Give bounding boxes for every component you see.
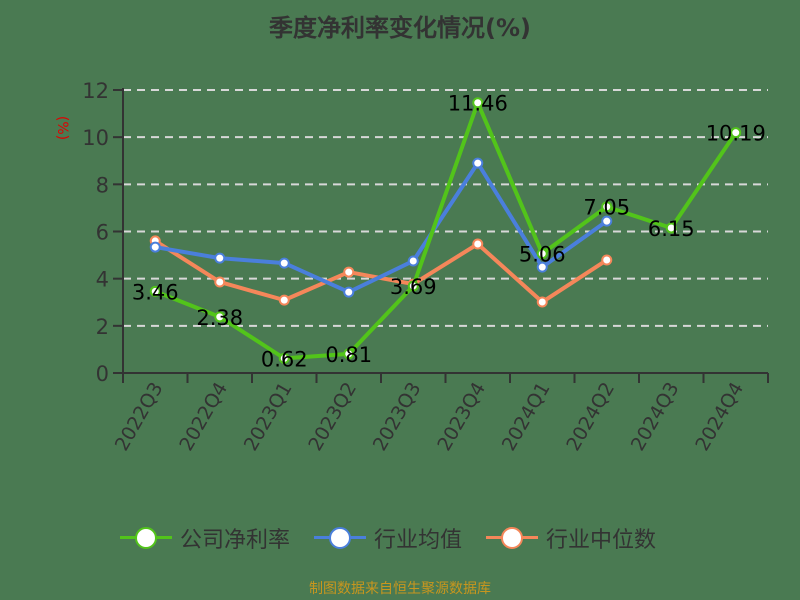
legend-marker-icon — [486, 524, 539, 552]
data-label: 3.46 — [132, 280, 179, 304]
data-point[interactable] — [472, 238, 484, 250]
series-lines — [149, 97, 742, 364]
data-labels: 3.46 2.38 0.62 0.81 3.69 11.46 5.06 7.05 6.15 10.… — [132, 92, 766, 372]
data-point[interactable] — [343, 348, 355, 360]
data-point[interactable] — [407, 255, 419, 267]
legend-item-industry-average[interactable]: 行业均值 — [314, 522, 462, 554]
legend-label: 行业均值 — [374, 528, 463, 553]
source-note: 制图数据来自恒生聚源数据库 — [309, 581, 491, 597]
data-point[interactable] — [601, 215, 613, 227]
data-point[interactable] — [278, 352, 290, 364]
legend: 公司净利率 行业均值 行业中位数 — [120, 522, 680, 554]
data-point[interactable] — [149, 285, 161, 297]
y-tick-label: 4 — [96, 268, 109, 292]
x-tick-label: 2023Q1 — [240, 379, 297, 455]
data-point[interactable] — [665, 222, 677, 234]
data-label: 0.62 — [261, 347, 308, 371]
data-point[interactable] — [601, 201, 613, 213]
data-point[interactable] — [472, 157, 484, 169]
data-point[interactable] — [407, 280, 419, 292]
y-axis-unit: (%) — [54, 116, 70, 140]
data-label: 11.46 — [448, 92, 508, 116]
series-1 — [149, 157, 613, 298]
data-label: 6.15 — [648, 217, 695, 241]
chart-title: 季度净利率变化情况(%) — [269, 14, 531, 42]
data-label: 0.81 — [325, 343, 372, 367]
data-label: 10.19 — [706, 122, 766, 146]
data-point[interactable] — [536, 261, 548, 273]
y-tick-label: 12 — [82, 79, 109, 103]
data-point[interactable] — [149, 241, 161, 253]
data-point[interactable] — [536, 296, 548, 308]
data-label: 2.38 — [196, 306, 243, 330]
legend-item-industry-median[interactable]: 行业中位数 — [486, 522, 656, 554]
data-point[interactable] — [278, 294, 290, 306]
series-0 — [149, 97, 742, 364]
x-tick-label: 2022Q4 — [175, 379, 232, 455]
legend-marker-icon — [120, 524, 172, 552]
data-label: 5.06 — [519, 243, 566, 267]
data-point[interactable] — [536, 248, 548, 260]
y-tick-label: 6 — [96, 221, 109, 245]
grid-lines — [123, 89, 768, 327]
legend-marker-icon — [314, 524, 367, 552]
legend-label: 公司净利率 — [180, 528, 291, 553]
data-label: 3.69 — [390, 275, 437, 299]
legend-item-company-net-margin[interactable]: 公司净利率 — [120, 522, 290, 554]
y-tick-label: 0 — [96, 362, 109, 386]
x-tick-label: 2024Q2 — [562, 379, 619, 455]
data-label: 7.05 — [583, 196, 630, 220]
x-tick-label: 2022Q3 — [111, 379, 168, 455]
x-tick-label: 2023Q4 — [433, 379, 490, 455]
data-point[interactable] — [601, 254, 613, 266]
y-tick-label: 8 — [96, 173, 109, 197]
x-tick-label: 2023Q3 — [369, 379, 426, 455]
data-point[interactable] — [343, 286, 355, 298]
data-point[interactable] — [343, 266, 355, 278]
x-tick-label: 2024Q3 — [627, 379, 684, 455]
y-axis-ticks: 0 2 4 6 8 10 12 — [82, 79, 123, 386]
x-tick-label: 2023Q2 — [304, 379, 361, 455]
data-point[interactable] — [472, 97, 484, 109]
x-tick-label: 2024Q4 — [691, 379, 748, 455]
x-tick-label: 2024Q1 — [498, 379, 555, 455]
data-point[interactable] — [730, 127, 742, 139]
data-point[interactable] — [214, 311, 226, 323]
legend-label: 行业中位数 — [546, 528, 657, 553]
data-point[interactable] — [214, 276, 226, 288]
data-point[interactable] — [214, 252, 226, 264]
y-tick-label: 10 — [82, 126, 109, 150]
y-tick-label: 2 — [96, 315, 109, 339]
x-axis-ticks: 2022Q3 2022Q4 2023Q1 2023Q2 2023Q3 2023Q4 2024… — [111, 373, 769, 455]
data-point[interactable] — [278, 257, 290, 269]
